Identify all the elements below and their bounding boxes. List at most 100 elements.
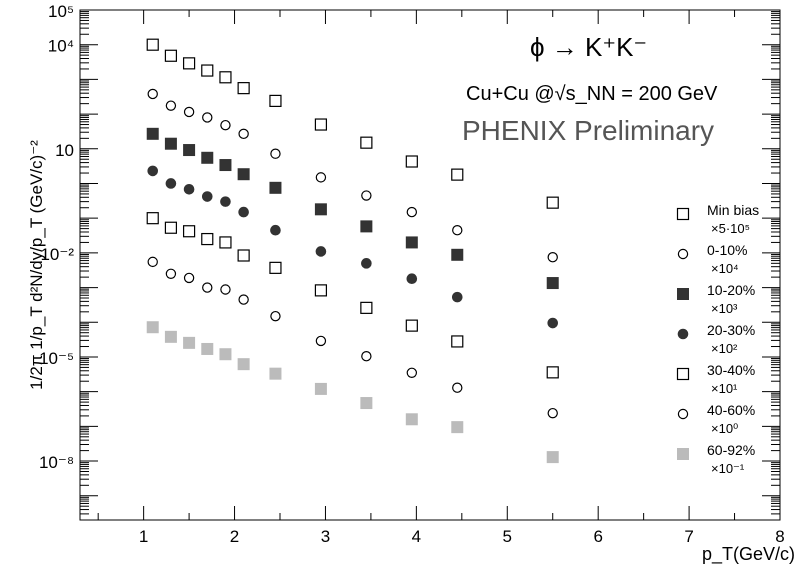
data-point [546,196,559,209]
data-point [314,118,328,131]
data-point [220,284,231,295]
data-point [146,38,159,51]
legend-marker [676,207,690,221]
data-point [405,155,418,168]
y-tick-label: 10 [55,141,74,160]
data-point [546,366,559,379]
series-2 [146,127,559,290]
plot-frame [79,9,781,521]
data-point [315,335,327,347]
data-point [406,206,418,218]
legend-label: 0-10% [707,242,747,258]
legend-label: Min bias [707,202,759,218]
data-point [315,172,327,183]
legend-marker [677,248,689,260]
chart-subtitle: Cu+Cu @√s_NN = 200 GeV [466,83,718,105]
data-point [451,248,464,261]
data-point [405,319,418,332]
data-point [452,382,463,393]
legend-marker [676,367,690,381]
data-point [451,421,464,434]
y-tick-label: 10⁻² [40,245,74,264]
data-point [360,301,373,314]
data-point [361,351,372,362]
series-1 [147,88,558,263]
data-points [146,38,559,464]
legend-scale: ×10¹ [711,381,738,396]
y-tick-label: 10⁻⁸ [39,453,74,472]
data-point [315,246,327,257]
data-point [201,191,213,202]
legend-label: 10-20% [707,282,755,298]
data-point [202,112,213,123]
data-point [146,321,159,334]
data-point [165,268,177,279]
legend-marker [677,408,689,420]
y-axis: 10⁵ 10⁴ 10 10⁻² 10⁻⁵ 10⁻⁸ [39,2,780,497]
data-point [237,358,250,371]
series-5 [147,256,558,419]
legend-scale: ×10⁰ [711,421,738,436]
legend-label: 60-92% [707,442,755,458]
series-6 [146,321,559,464]
data-point [547,252,558,263]
legend-marker [677,328,689,340]
legend-label: 40-60% [707,402,755,418]
legend-scale: ×10² [711,341,738,356]
data-point [146,127,159,140]
y-tick-label: 10⁴ [48,37,74,56]
data-point [238,294,249,305]
data-point [147,256,158,268]
series-0 [146,38,559,209]
data-point [269,261,282,274]
data-point [147,88,158,100]
data-point [183,336,196,349]
legend-marker [677,288,689,300]
data-point [361,258,372,269]
x-tick-label: 6 [593,527,602,546]
data-point [220,196,231,207]
data-point [546,277,559,290]
data-point [546,451,559,464]
data-point [360,397,373,410]
y-tick-label: 10⁻⁵ [39,349,74,368]
data-point [182,225,196,238]
data-point [164,137,177,150]
x-tick-label: 1 [139,527,148,546]
data-point [270,148,281,159]
data-point [269,367,282,380]
legend-label: 30-40% [707,362,755,378]
legend-scale: ×10⁻¹ [711,461,745,476]
data-point [314,382,327,395]
y-tick-label: 10⁵ [48,2,74,21]
data-point [314,284,328,297]
data-point [270,224,281,236]
data-point [360,220,373,233]
x-tick-label: 2 [230,527,239,546]
data-point [451,335,464,348]
chart-title: ϕ → K⁺K⁻ [530,32,647,62]
data-point [183,144,196,157]
data-point [406,273,418,285]
data-point [405,413,418,426]
data-point [182,57,196,70]
data-point [547,407,558,419]
legend-scale: ×10³ [711,301,738,316]
data-point [202,282,213,293]
legend-scale: ×5·10⁵ [711,221,750,236]
x-axis-label: p_T(GeV/c) [702,544,795,565]
data-point [238,206,249,218]
data-point [451,291,463,303]
series-4 [146,212,559,379]
legend-label: 20-30% [707,322,755,338]
x-axis: 1 2 3 4 5 6 7 8 [97,10,785,546]
series-3 [147,165,559,329]
x-tick-label: 5 [503,527,512,546]
data-point [547,317,559,329]
data-point [164,221,178,234]
data-point [361,190,372,201]
x-tick-label: 4 [412,527,421,546]
data-point [201,151,214,164]
data-point [219,348,232,361]
